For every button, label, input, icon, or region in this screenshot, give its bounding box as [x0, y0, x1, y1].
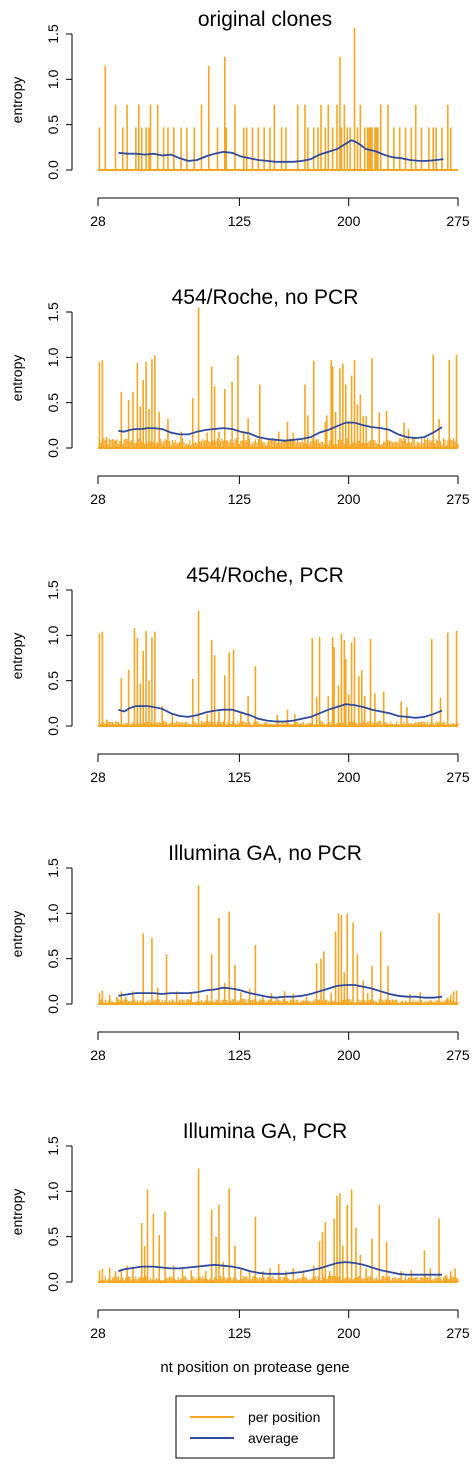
average-line [118, 984, 443, 999]
x-tick-label: 200 [337, 1325, 361, 1341]
chart-title: 454/Roche, no PCR [172, 286, 359, 309]
shared-x-axis-label: nt position on protease gene [160, 1359, 349, 1376]
chart-panels: original clones entropy 0.0 0.5 1.0 1.5 28 125 2… [9, 8, 470, 1341]
chart-title: Illumina GA, PCR [183, 1120, 348, 1143]
average-line [118, 421, 443, 442]
average-line [118, 1261, 442, 1276]
chart-panel: 454/Roche, no PCR entropy 0.0 0.5 1.0 1.5 28 12… [9, 286, 470, 507]
chart-panel: Illumina GA, PCR entropy 0.0 0.5 1.0 1.5 28 125… [9, 1120, 470, 1341]
x-tick-label: 275 [446, 1325, 470, 1341]
y-tick-label: 0.5 [45, 671, 61, 691]
x-tick-label: 275 [446, 769, 470, 785]
per-position-series [98, 27, 452, 170]
y-tick-label: 1.5 [45, 580, 61, 600]
average-line [118, 139, 444, 163]
legend-label-average: average [248, 1430, 299, 1446]
y-tick-label: 1.5 [45, 1136, 61, 1156]
y-tick-label: 0.0 [45, 1272, 61, 1292]
y-tick-label: 0.0 [45, 994, 61, 1014]
chart-title: Illumina GA, no PCR [168, 842, 362, 865]
x-tick-label: 200 [337, 1047, 361, 1063]
y-tick-label: 1.0 [45, 347, 61, 367]
per-position-series [98, 1168, 456, 1282]
y-tick-label: 0.5 [45, 1227, 61, 1247]
x-tick-label: 125 [228, 1047, 252, 1063]
legend-box [175, 1395, 335, 1459]
y-tick-label: 1.0 [45, 69, 61, 89]
x-tick-label: 200 [337, 213, 361, 229]
x-tick-label: 275 [446, 1047, 470, 1063]
per-position-series [98, 610, 458, 726]
x-tick-label: 275 [446, 213, 470, 229]
x-tick-label: 28 [90, 491, 106, 507]
y-tick-label: 1.0 [45, 903, 61, 923]
y-tick-label: 0.0 [45, 160, 61, 180]
y-axis-label: entropy [9, 355, 25, 402]
average-line [118, 703, 443, 723]
y-axis-label: entropy [9, 633, 25, 680]
y-tick-label: 0.5 [45, 115, 61, 135]
chart-title: 454/Roche, PCR [186, 564, 344, 587]
y-tick-label: 0.0 [45, 438, 61, 458]
x-tick-label: 125 [228, 1325, 252, 1341]
chart-panel: Illumina GA, no PCR entropy 0.0 0.5 1.0 1.5 28… [9, 842, 470, 1063]
legend-label-per-position: per position [248, 1409, 320, 1425]
x-tick-label: 125 [228, 769, 252, 785]
y-tick-label: 0.0 [45, 716, 61, 736]
x-tick-label: 28 [90, 1325, 106, 1341]
chart-title: original clones [198, 8, 332, 31]
per-position-series [98, 885, 458, 1004]
y-tick-label: 1.5 [45, 858, 61, 878]
y-tick-label: 1.5 [45, 302, 61, 322]
y-tick-label: 1.0 [45, 1181, 61, 1201]
x-tick-label: 28 [90, 1047, 106, 1063]
y-axis-label: entropy [9, 911, 25, 958]
y-axis-label: entropy [9, 77, 25, 124]
chart-panel: 454/Roche, PCR entropy 0.0 0.5 1.0 1.5 28 125 20… [9, 564, 470, 785]
y-tick-label: 1.0 [45, 625, 61, 645]
per-position-series [98, 307, 458, 448]
x-tick-label: 28 [90, 769, 106, 785]
y-axis-label: entropy [9, 1189, 25, 1236]
x-tick-label: 125 [228, 491, 252, 507]
y-tick-label: 0.5 [45, 949, 61, 969]
y-tick-label: 1.5 [45, 24, 61, 44]
legend: per position average [175, 1395, 335, 1459]
x-tick-label: 125 [228, 213, 252, 229]
chart-panel: original clones entropy 0.0 0.5 1.0 1.5 28 125 2… [9, 8, 470, 229]
x-tick-label: 200 [337, 769, 361, 785]
x-tick-label: 200 [337, 491, 361, 507]
x-tick-label: 275 [446, 491, 470, 507]
y-tick-label: 0.5 [45, 393, 61, 413]
x-tick-label: 28 [90, 213, 106, 229]
